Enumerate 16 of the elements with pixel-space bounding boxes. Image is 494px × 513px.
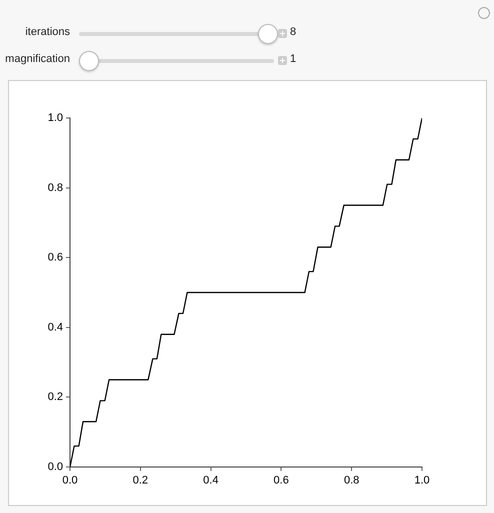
x-tick-label: 1.0 bbox=[414, 474, 430, 487]
x-tick-label: 0.2 bbox=[132, 474, 148, 487]
y-tick-label: 0.8 bbox=[48, 182, 63, 194]
x-tick-label: 0.8 bbox=[344, 474, 360, 487]
y-tick-label: 0.0 bbox=[48, 461, 63, 474]
text: iterations bbox=[24, 26, 70, 38]
text: 8 bbox=[290, 26, 296, 38]
text: magnification bbox=[4, 53, 70, 65]
y-tick-label: 0.6 bbox=[48, 252, 63, 264]
x-tick-label: 0.6 bbox=[274, 474, 289, 487]
y-tick-label: 0.4 bbox=[48, 321, 63, 334]
x-tick-label: 0.0 bbox=[62, 474, 78, 487]
x-tick-label: 0.4 bbox=[203, 474, 218, 487]
y-tick-label: 1.0 bbox=[48, 112, 63, 124]
y-tick-label: 0.2 bbox=[48, 391, 63, 404]
text: 1 bbox=[290, 53, 296, 65]
